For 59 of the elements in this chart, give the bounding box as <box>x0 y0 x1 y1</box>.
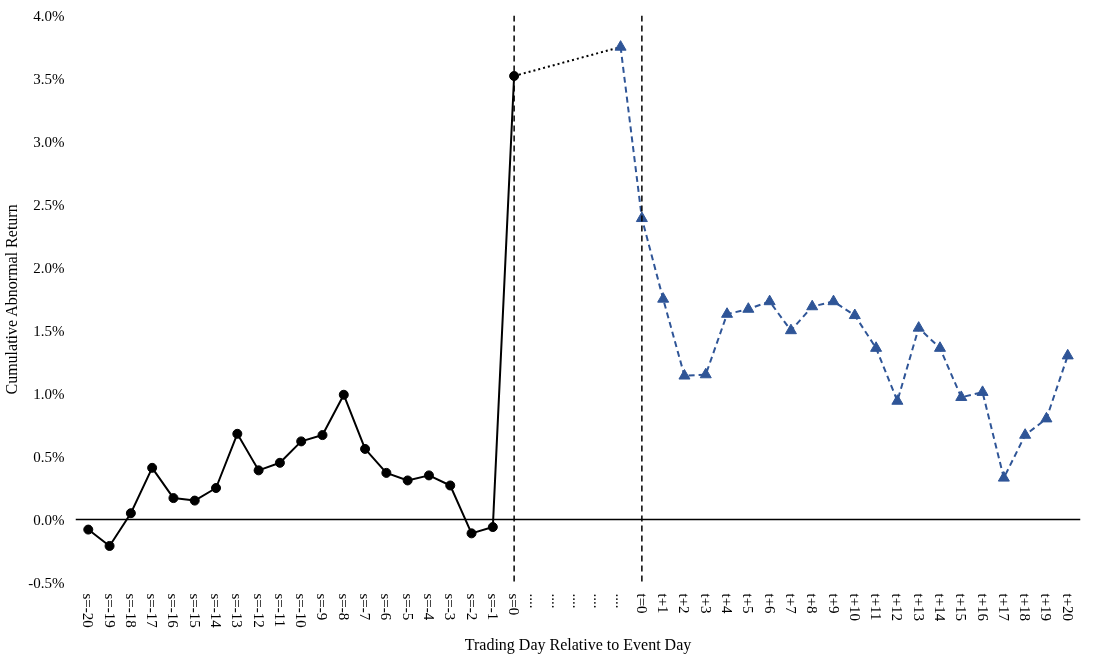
x-tick-label: .... <box>591 593 608 609</box>
x-tick-label: s=-7 <box>357 593 374 621</box>
x-tick-label: t+10 <box>846 593 863 622</box>
x-tick-label: s=-1 <box>484 593 501 621</box>
x-tick-label: .... <box>612 593 629 609</box>
x-tick-label: t+2 <box>676 593 693 614</box>
y-tick-label: 1.5% <box>33 322 65 339</box>
x-tick-label: s=-12 <box>250 593 267 628</box>
x-tick-label: s=-6 <box>378 593 395 621</box>
x-tick-label: t+3 <box>697 593 714 614</box>
y-tick-label: 0.0% <box>33 511 65 528</box>
x-tick-label: t+19 <box>1038 593 1055 622</box>
x-tick-label: t+6 <box>761 593 778 615</box>
x-tick-label: t+7 <box>782 593 799 615</box>
x-tick-label: t+15 <box>953 593 970 622</box>
x-tick-label: t+13 <box>910 593 927 622</box>
x-tick-label: .... <box>527 593 544 609</box>
x-tick-label: s=-17 <box>144 593 161 629</box>
x-tick-label: t+11 <box>868 593 885 621</box>
y-axis-title: Cumulative Abnormal Return <box>3 204 21 395</box>
x-tick-label: t+20 <box>1059 593 1076 622</box>
x-tick-label: s=0 <box>506 593 523 616</box>
x-tick-label: t+9 <box>825 593 842 614</box>
x-tick-label: t+17 <box>995 593 1012 622</box>
y-tick-label: 4.0% <box>33 7 65 24</box>
x-tick-label: t+14 <box>931 593 948 622</box>
x-tick-label: s=-14 <box>208 593 225 629</box>
x-tick-label: t+8 <box>804 593 821 614</box>
y-tick-label: 3.0% <box>33 133 65 150</box>
y-tick-label: 0.5% <box>33 448 65 465</box>
y-tick-label: 3.5% <box>33 70 65 87</box>
x-tick-label: t+1 <box>655 593 672 614</box>
x-tick-label: s=-3 <box>442 593 459 621</box>
x-tick-label: s=-11 <box>271 593 288 628</box>
x-tick-label: t+18 <box>1017 593 1034 622</box>
x-tick-label: s=-15 <box>186 593 203 628</box>
x-tick-label: t+4 <box>719 593 736 615</box>
x-tick-label: s=-19 <box>101 593 118 628</box>
x-tick-label: s=-8 <box>335 593 352 621</box>
x-tick-label: s=-4 <box>420 593 437 621</box>
x-tick-label: t+16 <box>974 593 991 622</box>
x-tick-label: s=-16 <box>165 593 182 629</box>
x-tick-label: s=-18 <box>122 593 139 628</box>
x-tick-label: s=-9 <box>314 593 331 621</box>
x-tick-label: t+5 <box>740 593 757 614</box>
x-tick-label: s=-10 <box>293 593 310 628</box>
y-tick-label: 2.0% <box>33 259 65 276</box>
x-tick-label: s=-2 <box>463 593 480 621</box>
x-tick-label: s=-20 <box>80 593 97 628</box>
x-tick-label: t=0 <box>633 593 650 614</box>
x-tick-label: .... <box>548 593 565 609</box>
x-tick-label: s=-13 <box>229 593 246 628</box>
x-tick-label: s=-5 <box>399 593 416 621</box>
y-tick-label: -0.5% <box>28 574 65 591</box>
x-axis-title: Trading Day Relative to Event Day <box>464 635 692 654</box>
y-tick-label: 2.5% <box>33 196 65 213</box>
y-tick-label: 1.0% <box>33 385 65 402</box>
x-tick-label: t+12 <box>889 593 906 622</box>
x-tick-label: .... <box>570 593 586 609</box>
